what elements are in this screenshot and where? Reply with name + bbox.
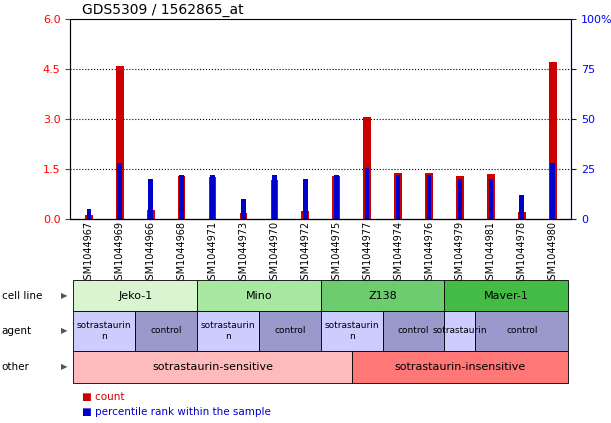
Text: Jeko-1: Jeko-1 [118, 291, 152, 301]
Bar [210, 175, 215, 219]
Text: GDS5309 / 1562865_at: GDS5309 / 1562865_at [82, 3, 244, 17]
Bar [116, 66, 123, 219]
Bar [426, 175, 431, 219]
Text: cell line: cell line [2, 291, 42, 301]
Text: ▶: ▶ [60, 327, 67, 335]
Text: sotrastaurin
n: sotrastaurin n [324, 321, 379, 341]
Text: ■ percentile rank within the sample: ■ percentile rank within the sample [82, 407, 271, 417]
Bar [518, 212, 525, 219]
Text: sotrastaurin-sensitive: sotrastaurin-sensitive [152, 362, 273, 372]
Text: agent: agent [2, 326, 32, 336]
Bar [87, 209, 91, 219]
Bar [178, 176, 186, 219]
Bar [209, 177, 216, 219]
Text: control: control [274, 327, 306, 335]
Bar [271, 180, 278, 219]
Bar [396, 175, 400, 219]
Text: sotrastaurin
n: sotrastaurin n [200, 321, 255, 341]
Bar [487, 174, 495, 219]
Bar [148, 179, 153, 219]
Text: control: control [506, 327, 538, 335]
Bar [272, 175, 277, 219]
Text: Mino: Mino [246, 291, 273, 301]
Text: ▶: ▶ [60, 291, 67, 300]
Bar [303, 179, 307, 219]
Bar [332, 176, 340, 219]
Text: other: other [2, 362, 30, 372]
Bar [179, 175, 184, 219]
Text: sotrastaurin: sotrastaurin [433, 327, 487, 335]
Bar [85, 215, 93, 219]
Bar [241, 199, 246, 219]
Text: sotrastaurin
n: sotrastaurin n [77, 321, 131, 341]
Bar [117, 163, 122, 219]
Bar [364, 118, 371, 219]
Bar [334, 175, 338, 219]
Bar [458, 179, 463, 219]
Text: control: control [150, 327, 182, 335]
Bar [425, 173, 433, 219]
Text: ▶: ▶ [60, 363, 67, 371]
Bar [456, 176, 464, 219]
Bar [489, 179, 493, 219]
Text: sotrastaurin-insensitive: sotrastaurin-insensitive [394, 362, 525, 372]
Bar [551, 163, 555, 219]
Bar [301, 211, 309, 219]
Bar [365, 168, 370, 219]
Bar [519, 195, 524, 219]
Bar [147, 210, 155, 219]
Text: Maver-1: Maver-1 [484, 291, 529, 301]
Bar [240, 213, 247, 219]
Text: ■ count: ■ count [82, 392, 125, 402]
Text: control: control [398, 327, 430, 335]
Bar [394, 173, 402, 219]
Bar [549, 62, 557, 219]
Text: Z138: Z138 [368, 291, 397, 301]
